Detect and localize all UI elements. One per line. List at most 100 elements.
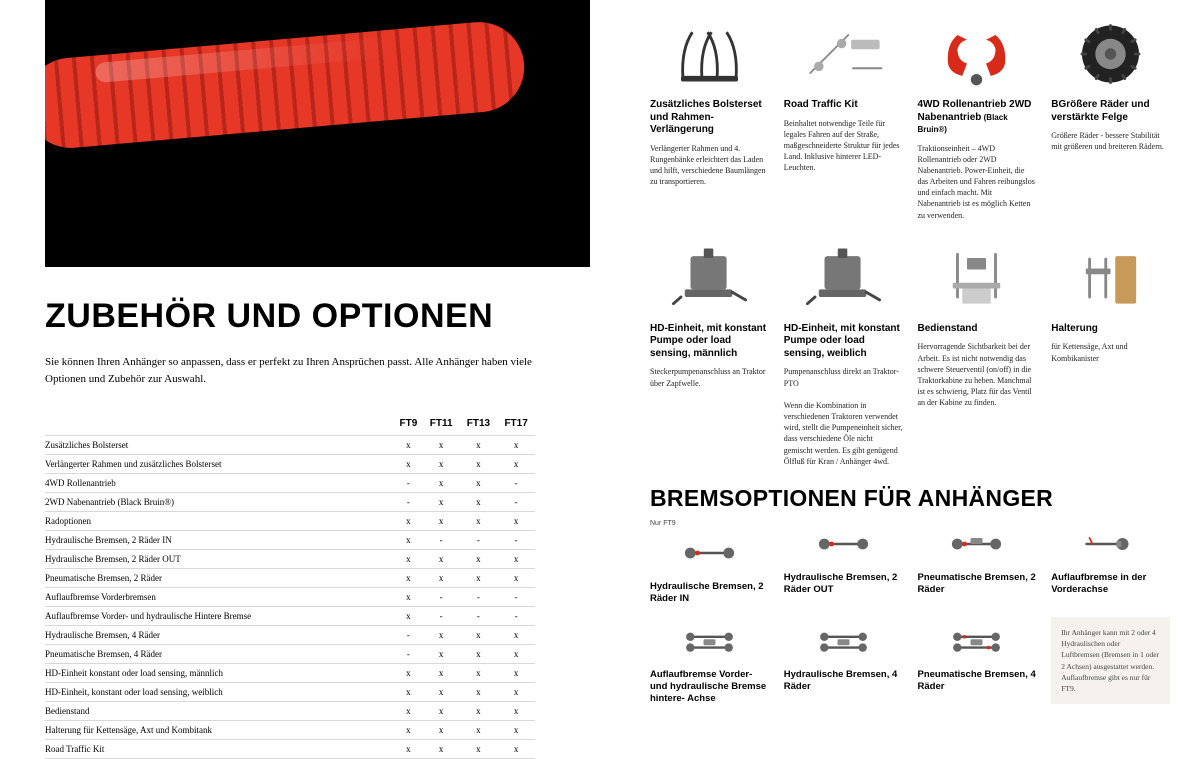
product-icon	[784, 15, 903, 93]
row-value: x	[423, 569, 460, 588]
row-label: Road Traffic Kit	[45, 740, 394, 759]
row-value: x	[497, 550, 535, 569]
row-value: x	[460, 550, 498, 569]
brake-icon	[918, 520, 1037, 568]
row-value: x	[497, 512, 535, 531]
row-label: 2WD Nabenantrieb (Black Bruin®)	[45, 493, 394, 512]
table-row: Pneumatische Bremsen, 4 Räder-xxx	[45, 645, 535, 664]
row-value: -	[497, 474, 535, 493]
row-value: -	[394, 474, 423, 493]
row-value: x	[394, 531, 423, 550]
brake-title: Hydraulische Bremsen, 2 Räder OUT	[784, 572, 903, 596]
product-item: HD-Einheit, mit konstant Pumpe oder load…	[784, 239, 903, 467]
row-label: Zusätzliches Bolsterset	[45, 436, 394, 455]
row-value: x	[423, 493, 460, 512]
page-root: ZUBEHÖR UND OPTIONEN Sie können Ihren An…	[0, 0, 1200, 728]
row-value: -	[460, 531, 498, 550]
row-label: Hydraulische Bremsen, 2 Räder OUT	[45, 550, 394, 569]
table-row: Radoptionenxxxx	[45, 512, 535, 531]
row-value: x	[394, 607, 423, 626]
row-label: Verlängerter Rahmen und zusätzliches Bol…	[45, 455, 394, 474]
product-icon	[918, 15, 1037, 93]
product-title: Bedienstand	[918, 323, 1037, 336]
table-row: Hydraulische Bremsen, 4 Räder-xxx	[45, 626, 535, 645]
table-row: Zusätzliches Bolstersetxxxx	[45, 436, 535, 455]
row-value: x	[460, 626, 498, 645]
brake-note-box: Ihr Anhänger kann mit 2 oder 4 Hydraulis…	[1051, 617, 1170, 705]
row-value: x	[460, 436, 498, 455]
table-row: Bedienstandxxxx	[45, 702, 535, 721]
product-title: HD-Einheit, mit konstant Pumpe oder load…	[650, 323, 769, 361]
row-value: -	[394, 493, 423, 512]
row-value: -	[394, 626, 423, 645]
row-value: -	[497, 493, 535, 512]
row-value: -	[497, 607, 535, 626]
row-label: Pneumatische Bremsen, 2 Räder	[45, 569, 394, 588]
brake-title: Pneumatische Bremsen, 2 Räder	[918, 572, 1037, 596]
row-value: x	[460, 512, 498, 531]
row-value: x	[460, 455, 498, 474]
row-value: x	[423, 645, 460, 664]
product-desc: Traktionseinheit – 4WD Rollenantrieb ode…	[918, 143, 1037, 221]
row-value: x	[423, 512, 460, 531]
product-title: Halterung	[1051, 323, 1170, 336]
product-title: 4WD Rollenantrieb 2WD Nabenantrieb (Blac…	[918, 99, 1037, 137]
table-header: FT17	[497, 412, 535, 436]
row-value: x	[460, 740, 498, 759]
brakes-title: BREMSOPTIONEN FÜR ANHÄNGER	[650, 485, 1170, 512]
page-title: ZUBEHÖR UND OPTIONEN	[45, 297, 590, 336]
row-label: HD-Einheit konstant oder load sensing, m…	[45, 664, 394, 683]
row-value: x	[394, 588, 423, 607]
row-label: Bedienstand	[45, 702, 394, 721]
product-desc: Beinhaltet notwendige Teile für legales …	[784, 118, 903, 174]
row-value: x	[394, 702, 423, 721]
row-value: -	[423, 607, 460, 626]
hero-image	[45, 0, 590, 267]
row-value: x	[497, 721, 535, 740]
brake-title: Hydraulische Bremsen, 4 Räder	[784, 669, 903, 693]
brakes-row-1: Nur FT9Hydraulische Bremsen, 2 Räder INH…	[650, 520, 1170, 605]
product-item: HD-Einheit, mit konstant Pumpe oder load…	[650, 239, 769, 467]
row-value: x	[497, 740, 535, 759]
table-row: HD-Einheit, konstant oder load sensing, …	[45, 683, 535, 702]
product-desc: Pumpenanschluss direkt an Traktor-PTO We…	[784, 366, 903, 467]
table-row: Hydraulische Bremsen, 2 Räder INx---	[45, 531, 535, 550]
row-label: Auflaufbremse Vorderbremsen	[45, 588, 394, 607]
row-value: x	[460, 702, 498, 721]
row-value: x	[394, 740, 423, 759]
product-icon	[784, 239, 903, 317]
row-value: x	[497, 569, 535, 588]
brake-item: Auflaufbremse in der Vorderachse	[1051, 520, 1170, 605]
row-value: x	[423, 702, 460, 721]
product-item: BedienstandHervorragende Sichtbarkeit be…	[918, 239, 1037, 467]
table-row: Verlängerter Rahmen und zusätzliches Bol…	[45, 455, 535, 474]
product-grid: Zusätzliches Bolsterset und Rahmen-Verlä…	[650, 15, 1170, 467]
row-value: x	[460, 493, 498, 512]
brake-item: Hydraulische Bremsen, 4 Räder	[784, 617, 903, 705]
row-label: Auflaufbremse Vorder- und hydraulische H…	[45, 607, 394, 626]
table-row: Road Traffic Kitxxxx	[45, 740, 535, 759]
row-value: x	[394, 569, 423, 588]
product-icon	[1051, 15, 1170, 93]
row-label: Hydraulische Bremsen, 2 Räder IN	[45, 531, 394, 550]
table-row: Halterung für Kettensäge, Axt und Kombit…	[45, 721, 535, 740]
brake-icon	[650, 617, 769, 665]
product-item: Halterungfür Kettensäge, Axt und Kombika…	[1051, 239, 1170, 467]
row-label: 4WD Rollenantrieb	[45, 474, 394, 493]
row-value: x	[460, 569, 498, 588]
row-value: -	[394, 645, 423, 664]
row-value: x	[394, 436, 423, 455]
table-row: 4WD Rollenantrieb-xx-	[45, 474, 535, 493]
row-value: x	[497, 455, 535, 474]
left-column: ZUBEHÖR UND OPTIONEN Sie können Ihren An…	[0, 0, 590, 728]
row-label: Pneumatische Bremsen, 4 Räder	[45, 645, 394, 664]
product-title: HD-Einheit, mit konstant Pumpe oder load…	[784, 323, 903, 361]
row-value: x	[460, 664, 498, 683]
brake-icon	[784, 617, 903, 665]
row-value: x	[460, 683, 498, 702]
row-value: x	[497, 626, 535, 645]
row-value: x	[423, 455, 460, 474]
brake-icon	[918, 617, 1037, 665]
brake-title: Auflaufbremse Vorder- und hydraulische B…	[650, 669, 769, 705]
table-row: Auflaufbremse Vorderbremsenx---	[45, 588, 535, 607]
